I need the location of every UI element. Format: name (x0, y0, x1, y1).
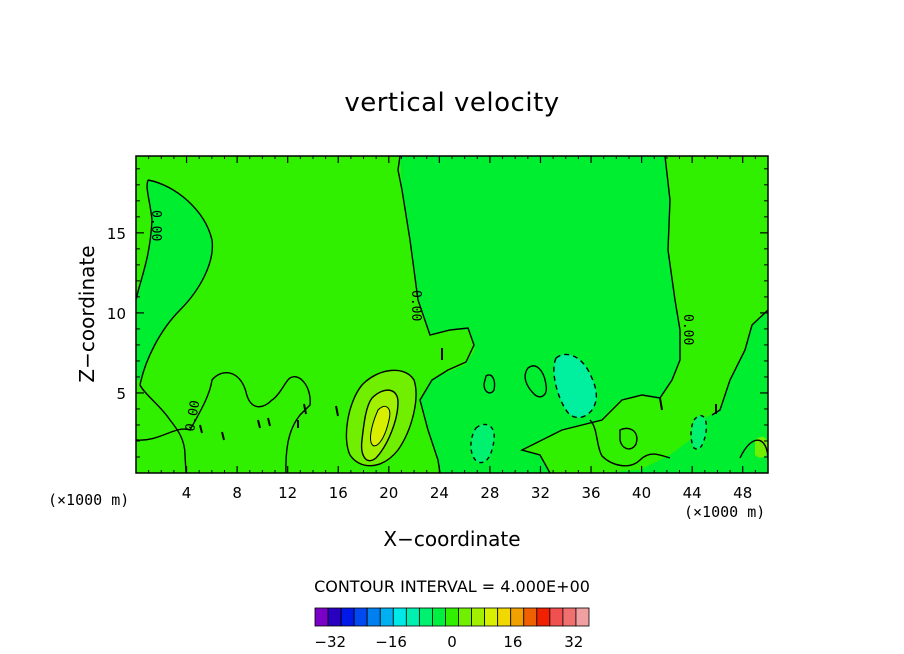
x-axis: 4 8 12 16 20 24 28 32 36 40 44 48 (148, 156, 756, 502)
contour-label: 0.00 (680, 314, 695, 345)
x-tick-label: 36 (581, 484, 600, 502)
x-unit-label-right: (×1000 m) (684, 503, 765, 521)
contour-line (524, 365, 548, 398)
contour-lines (136, 156, 768, 473)
colorbar-swatch (418, 607, 433, 627)
colorbar-swatch (536, 607, 551, 627)
y-tick-label: 5 (116, 385, 126, 403)
colorbar-swatch (458, 607, 472, 627)
colorbar-ticks: −32 −16 0 16 32 (314, 633, 583, 651)
contour-line (136, 179, 153, 301)
colorbar-swatch (366, 607, 381, 627)
x-tick-label: 20 (379, 484, 398, 502)
fill-plume-core (370, 406, 390, 446)
colorbar-swatch (445, 607, 459, 627)
colorbar-swatch (392, 607, 407, 627)
x-tick-label: 12 (278, 484, 297, 502)
colorbar-swatch (340, 607, 355, 627)
contour-line (619, 427, 638, 450)
contour-line (397, 156, 475, 473)
contour-line (690, 414, 708, 450)
contour-interval-text: CONTOUR INTERVAL = 4.000E+00 (314, 577, 590, 596)
contour-line (199, 348, 717, 441)
colorbar-tick-label: −16 (375, 633, 407, 651)
colorbar-tick-label: 16 (503, 633, 522, 651)
colorbar-tick-label: −32 (314, 633, 346, 651)
x-tick-label: 24 (430, 484, 449, 502)
contour-line (470, 423, 495, 464)
x-tick-label: 16 (329, 484, 348, 502)
fill-downdraft-1 (553, 354, 597, 418)
x-tick-label: 48 (733, 484, 752, 502)
contour-line (136, 372, 311, 473)
contour-labels: 0.00 0.00 0.00 0.00 (148, 210, 695, 433)
x-tick-label: 28 (480, 484, 499, 502)
contour-fills (136, 156, 768, 473)
x-unit-label-left: (×1000 m) (48, 491, 129, 509)
colorbar-swatch (549, 607, 564, 627)
colorbar-swatch (353, 607, 368, 627)
colorbar-swatch (484, 607, 499, 627)
colorbar-swatch (432, 607, 446, 627)
fill-region-right (520, 156, 768, 473)
colorbar-swatch (471, 607, 486, 627)
fill-downdraft-2 (470, 424, 495, 463)
colorbar-swatch (575, 607, 590, 627)
x-tick-label: 32 (531, 484, 550, 502)
contour-label: 0.00 (148, 210, 163, 241)
chart-title: vertical velocity (344, 88, 560, 118)
colorbar-swatch (405, 607, 420, 627)
colorbar-tick-label: 0 (447, 633, 457, 651)
contour-line (360, 389, 399, 462)
contour-line (711, 309, 768, 416)
colorbar-swatch (379, 607, 394, 627)
colorbar-tick-label: 32 (564, 633, 583, 651)
y-tick-label: 10 (107, 305, 126, 323)
colorbar-swatch (314, 607, 329, 627)
colorbar-swatch (523, 607, 538, 627)
colorbar-swatch (562, 607, 577, 627)
contour-line (589, 419, 671, 467)
contour-label: 0.00 (183, 399, 203, 432)
x-tick-label: 4 (182, 484, 192, 502)
contour-line (345, 369, 417, 467)
contour-line (553, 353, 598, 419)
contour-line (370, 405, 391, 447)
y-tick-label: 15 (107, 225, 126, 243)
x-tick-label: 8 (232, 484, 242, 502)
colorbar-swatch (497, 607, 512, 627)
fill-downdraft-3 (691, 415, 707, 450)
contour-label: 0.00 (408, 290, 423, 321)
contour-line (139, 179, 214, 473)
colorbar (314, 607, 590, 627)
x-axis-label: X−coordinate (383, 527, 520, 551)
x-tick-label: 40 (632, 484, 651, 502)
y-axis-label: Z−coordinate (75, 245, 99, 382)
y-axis: 5 10 15 (107, 168, 768, 458)
fill-small-patch (755, 436, 768, 458)
x-tick-label: 44 (683, 484, 702, 502)
colorbar-swatch (327, 607, 342, 627)
fill-patch-topleft (136, 180, 213, 380)
contour-line (483, 374, 496, 394)
colorbar-swatch (510, 607, 525, 627)
